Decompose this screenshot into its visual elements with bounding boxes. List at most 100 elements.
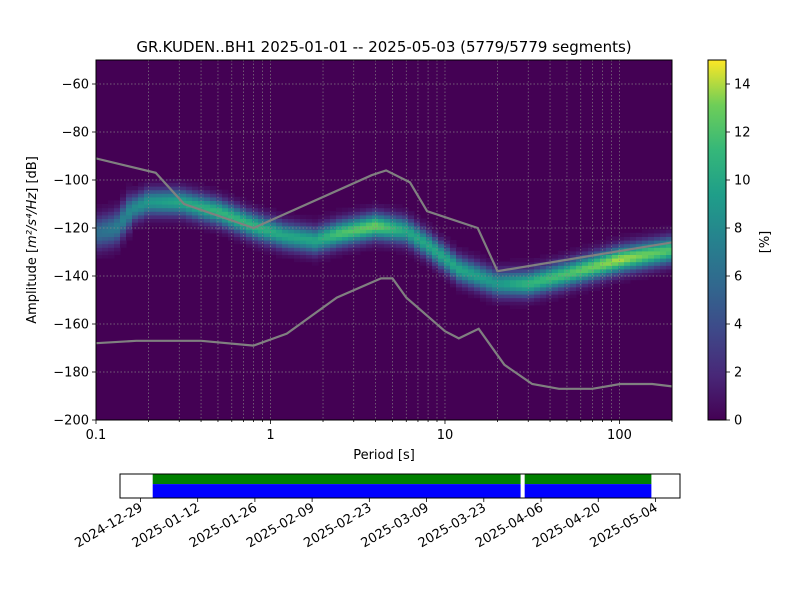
heatmap-cell <box>582 250 589 255</box>
heatmap-cell <box>420 258 427 263</box>
heatmap-cell <box>654 265 661 270</box>
heatmap-cell <box>114 243 121 248</box>
heatmap-cell <box>378 211 385 216</box>
heatmap-cell <box>276 211 283 216</box>
heatmap-cell <box>396 214 403 219</box>
heatmap-cell <box>540 265 547 270</box>
heatmap-cell <box>372 200 379 205</box>
heatmap-cell <box>282 214 289 219</box>
heatmap-cell <box>498 265 505 270</box>
heatmap-cell <box>582 258 589 263</box>
heatmap-cell <box>396 247 403 252</box>
heatmap-cell <box>624 272 631 277</box>
heatmap-cell <box>246 240 253 245</box>
heatmap-cell <box>162 196 169 201</box>
heatmap-cell <box>276 222 283 227</box>
heatmap-cell <box>426 261 433 266</box>
heatmap-cell <box>528 286 535 291</box>
heatmap-cell <box>366 229 373 234</box>
heatmap-cell <box>108 200 115 205</box>
heatmap-cell <box>240 207 247 212</box>
heatmap-cell <box>624 268 631 273</box>
heatmap-cell <box>468 294 475 299</box>
heatmap-cell <box>636 272 643 277</box>
heatmap-cell <box>654 268 661 273</box>
heatmap-cell <box>546 286 553 291</box>
heatmap-cell <box>378 218 385 223</box>
heatmap-cell <box>186 218 193 223</box>
heatmap-cell <box>444 279 451 284</box>
heatmap-cell <box>390 236 397 241</box>
heatmap-cell <box>126 204 133 209</box>
heatmap-cell <box>204 225 211 230</box>
heatmap-cell <box>120 232 127 237</box>
heatmap-cell <box>540 272 547 277</box>
heatmap-cell <box>300 254 307 259</box>
heatmap-cell <box>366 214 373 219</box>
heatmap-cell <box>654 258 661 263</box>
heatmap-cell <box>660 254 667 259</box>
heatmap-cell <box>486 258 493 263</box>
heatmap-cell <box>450 276 457 281</box>
heatmap-cell <box>558 265 565 270</box>
heatmap-cell <box>342 211 349 216</box>
heatmap-cell <box>642 276 649 281</box>
heatmap-cell <box>582 272 589 277</box>
heatmap-cell <box>108 204 115 209</box>
heatmap-cell <box>666 236 672 241</box>
heatmap-cell <box>96 211 103 216</box>
heatmap-cell <box>552 290 559 295</box>
heatmap-cell <box>642 261 649 266</box>
heatmap-cell <box>450 279 457 284</box>
heatmap-cell <box>204 211 211 216</box>
heatmap-cell <box>450 243 457 248</box>
heatmap-cell <box>96 207 103 212</box>
heatmap-cell <box>204 229 211 234</box>
heatmap-cell <box>312 218 319 223</box>
heatmap-cell <box>456 283 463 288</box>
heatmap-cell <box>210 207 217 212</box>
heatmap-cell <box>612 265 619 270</box>
heatmap-cell <box>216 196 223 201</box>
heatmap-cell <box>636 240 643 245</box>
heatmap-cell <box>660 272 667 277</box>
heatmap-cell <box>180 193 187 198</box>
heatmap-cell <box>228 200 235 205</box>
heatmap-cell <box>528 276 535 281</box>
heatmap-cell <box>336 254 343 259</box>
heatmap-cell <box>492 290 499 295</box>
heatmap-cell <box>570 286 577 291</box>
heatmap-cell <box>636 250 643 255</box>
heatmap-cell <box>228 225 235 230</box>
heatmap-cell <box>660 229 667 234</box>
heatmap-cell <box>612 243 619 248</box>
heatmap-cell <box>666 272 672 277</box>
heatmap-cell <box>114 250 121 255</box>
heatmap-cell <box>108 240 115 245</box>
heatmap-cell <box>174 196 181 201</box>
heatmap-cell <box>270 232 277 237</box>
heatmap-cell <box>132 211 139 216</box>
heatmap-cell <box>534 301 541 306</box>
heatmap-cell <box>300 218 307 223</box>
heatmap-cell <box>180 182 187 187</box>
heatmap-cell <box>150 214 157 219</box>
heatmap-cell <box>240 229 247 234</box>
heatmap-cell <box>540 283 547 288</box>
heatmap-cell <box>108 222 115 227</box>
heatmap-cell <box>414 258 421 263</box>
heatmap-cell <box>204 189 211 194</box>
heatmap-cell <box>612 261 619 266</box>
heatmap-cell <box>192 182 199 187</box>
heatmap-cell <box>444 254 451 259</box>
heatmap-cell <box>408 247 415 252</box>
heatmap-cell <box>588 243 595 248</box>
heatmap-cell <box>516 268 523 273</box>
heatmap-cell <box>132 214 139 219</box>
heatmap-cell <box>234 211 241 216</box>
heatmap-cell <box>234 232 241 237</box>
heatmap-cell <box>666 243 672 248</box>
heatmap-cell <box>444 276 451 281</box>
heatmap-cell <box>222 207 229 212</box>
y-tick-label: −180 <box>53 366 89 381</box>
